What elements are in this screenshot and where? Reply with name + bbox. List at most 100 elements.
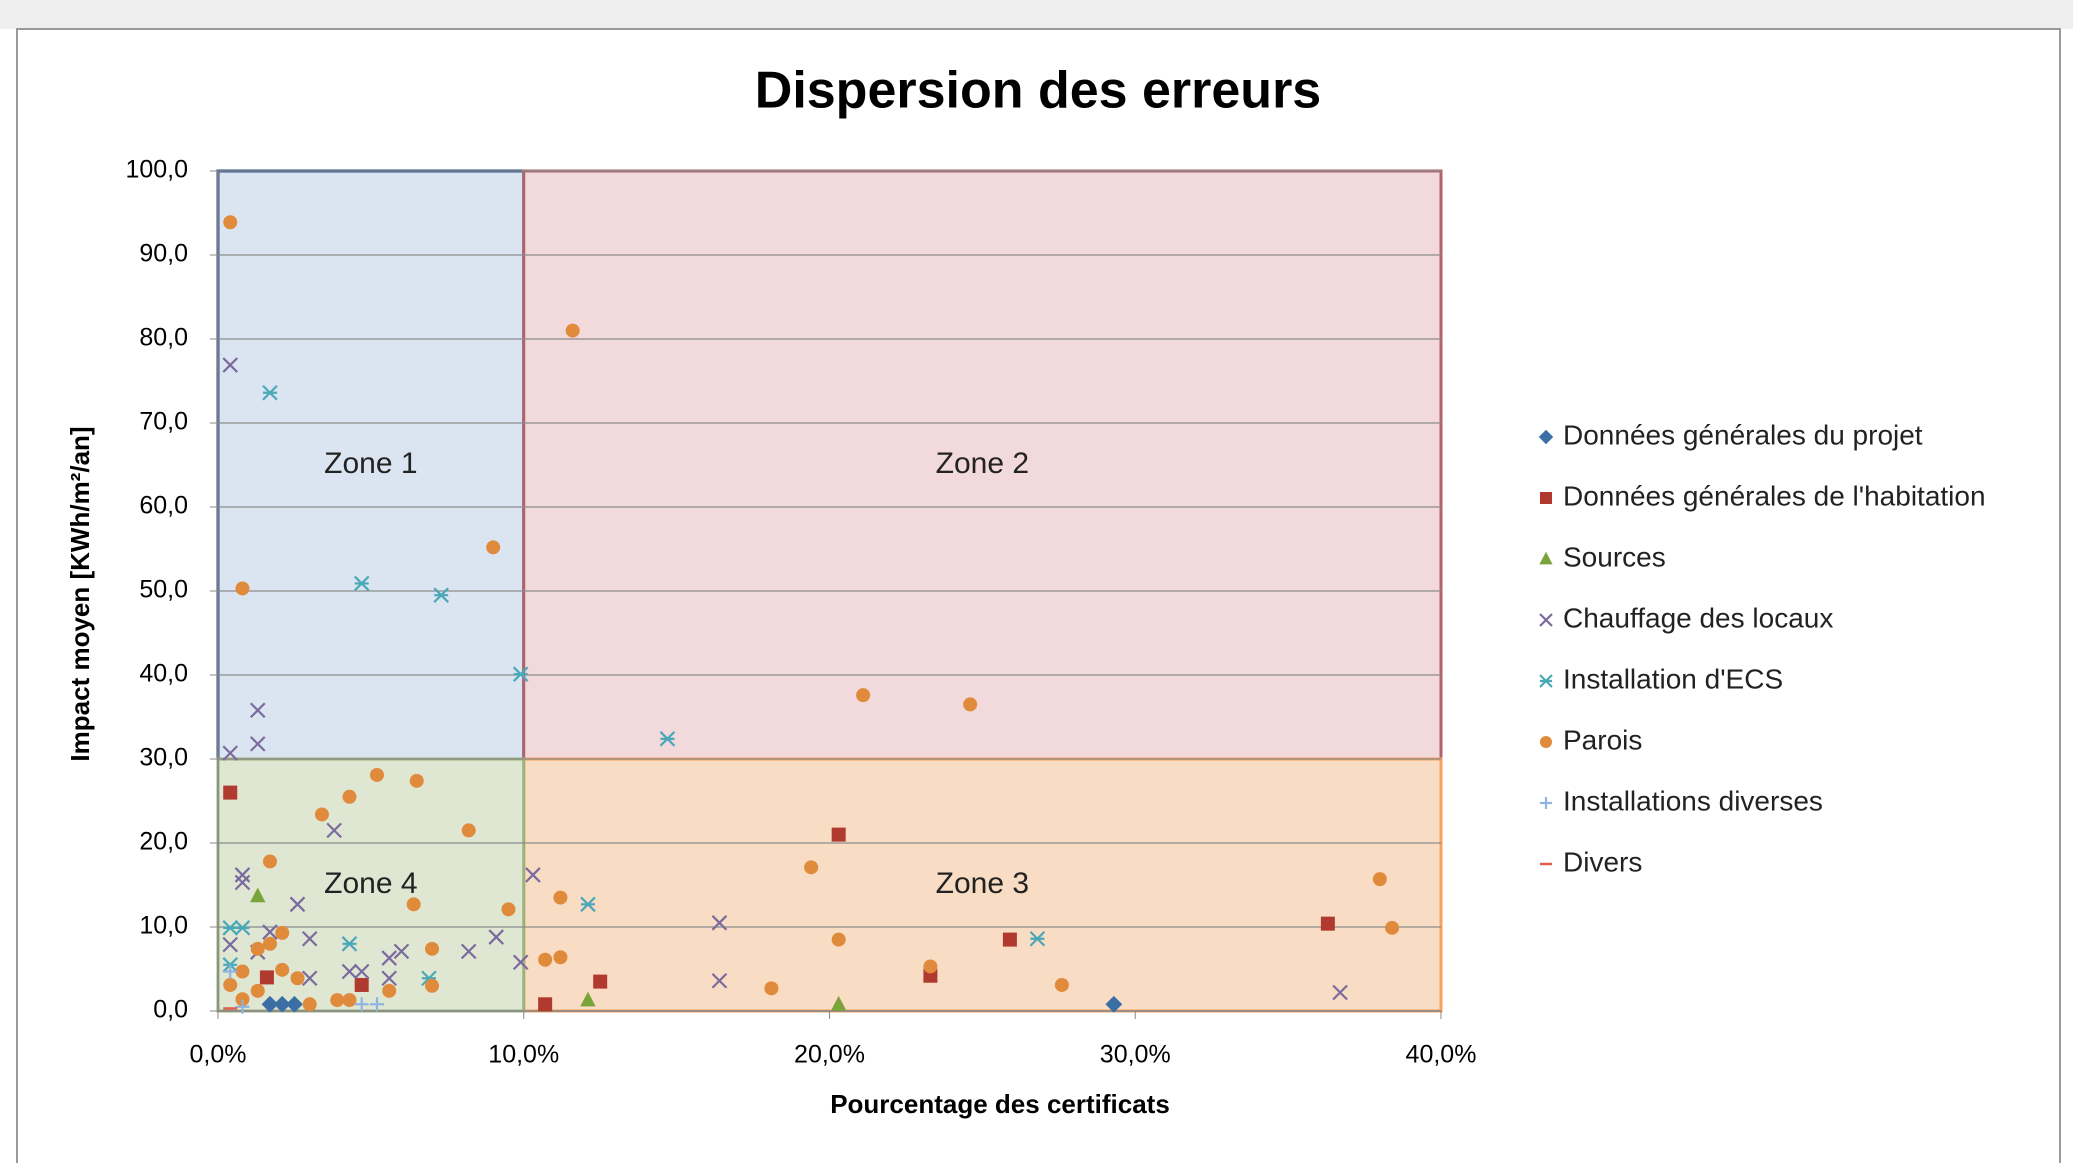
point [262,384,278,401]
point [301,930,318,947]
point [512,954,529,971]
point [764,981,779,996]
zone [216,757,526,1013]
legend-label: Données générales de l'habitation [1563,480,1986,511]
point [341,963,358,980]
point [393,943,410,960]
point [262,854,277,869]
point [804,860,819,875]
legend-label: Chauffage des locaux [1563,602,1833,633]
point [235,581,250,596]
point [286,995,303,1013]
point [234,867,251,883]
point [222,357,239,373]
point [486,540,501,555]
point [250,941,265,956]
point [259,970,274,985]
y-tick-label: 30,0 [139,744,188,772]
point [235,964,250,979]
point [580,896,596,913]
y-tick-label: 0,0 [153,996,188,1024]
legend-swatch [1540,736,1552,748]
point [830,995,847,1011]
legend-swatch [1538,429,1554,445]
point [1054,977,1069,992]
point [249,702,266,719]
legend-label: Installation d'ECS [1563,663,1783,694]
zone [216,169,526,761]
x-tick-label: 0,0% [190,1041,247,1069]
point [342,993,357,1008]
point [593,974,608,989]
point [1029,930,1046,947]
point [342,789,357,804]
y-tick-label: 100,0 [125,156,188,184]
legend-label: Installations diverses [1563,785,1823,816]
point [406,897,421,912]
point [354,997,369,1012]
point [409,773,424,788]
point [1385,920,1400,935]
point [501,902,516,917]
point [330,993,345,1008]
point [326,822,342,839]
point [223,964,238,979]
point [235,999,250,1014]
legend-label: Données générales du projet [1563,419,1923,450]
x-tick-label: 40,0% [1406,1041,1477,1069]
point [381,970,397,987]
point [235,992,250,1007]
point [261,995,279,1013]
point [234,874,251,891]
point [538,997,553,1012]
point [223,977,238,992]
point [425,941,440,956]
point [223,785,238,800]
point [382,983,397,998]
point [223,215,238,230]
point [488,929,505,945]
point [1320,916,1335,931]
point [711,972,728,989]
point [553,950,568,965]
point [222,920,239,936]
point [369,997,384,1012]
point [381,950,397,966]
point [222,745,239,761]
y-axis-title: Impact moyen [KWh/m²/an] [65,426,95,761]
point [262,924,278,940]
point [353,963,370,980]
y-tick-label: 10,0 [139,912,188,940]
point [425,978,440,993]
point [302,997,317,1012]
point [1002,932,1017,947]
y-tick-label: 80,0 [139,324,188,352]
legend-label: Divers [1563,846,1642,877]
point [262,936,277,951]
legend-swatch [1539,551,1553,565]
point [275,962,290,977]
point [856,688,871,703]
legend-swatch [1539,613,1553,627]
chart-title: Dispersion des erreurs [755,62,1321,120]
point [553,890,568,905]
point [1332,984,1348,1001]
y-tick-label: 60,0 [139,492,188,520]
point [222,936,239,953]
y-tick-label: 50,0 [139,576,188,604]
y-tick-label: 40,0 [139,660,188,688]
y-tick-label: 20,0 [139,828,188,856]
point [923,959,938,974]
legend-label: Sources [1563,541,1666,572]
y-tick-label: 90,0 [139,240,188,268]
zone-label: Zone 2 [936,447,1029,480]
legend-label: Parois [1563,724,1642,755]
legend-swatch [1540,797,1552,809]
point [525,867,541,883]
point [580,991,596,1007]
zone-label: Zone 1 [324,447,417,480]
point [831,827,846,842]
point [234,920,251,936]
point [290,971,305,986]
point [460,943,477,960]
